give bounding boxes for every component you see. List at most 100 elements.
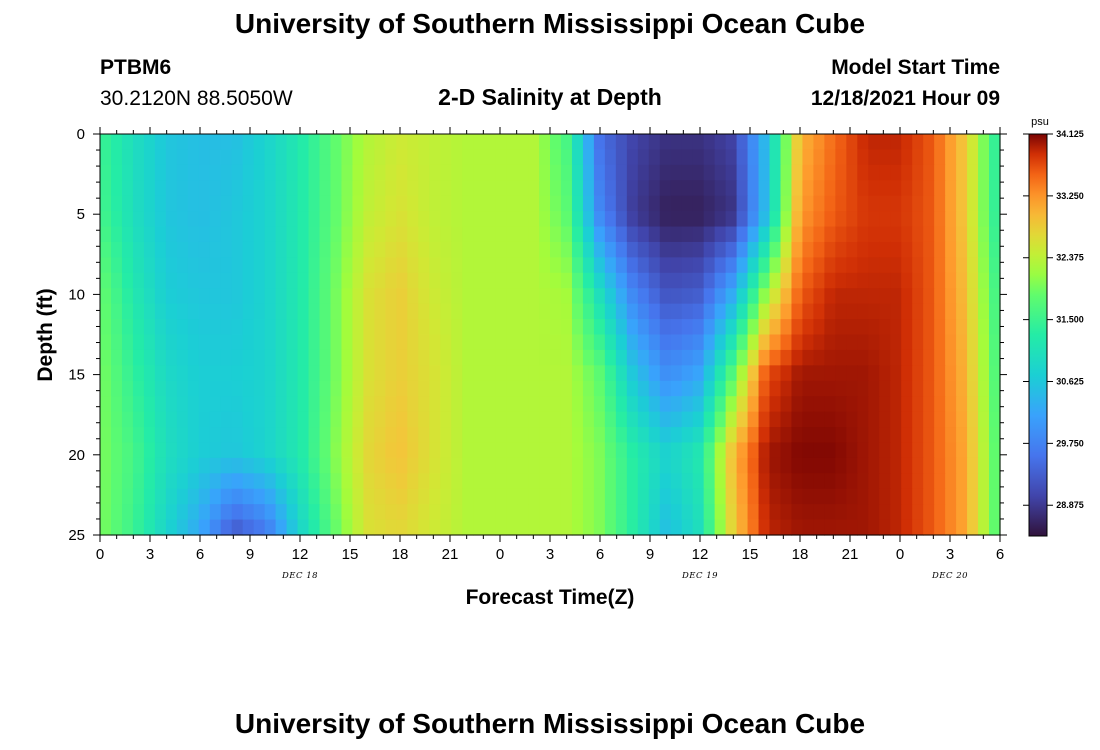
heatmap-cell — [473, 241, 485, 258]
heatmap-cell — [835, 442, 847, 459]
heatmap-cell — [132, 180, 145, 197]
heatmap-cell — [473, 457, 485, 474]
heatmap-cell — [934, 349, 946, 366]
heatmap-cell — [264, 211, 277, 228]
heatmap-cell — [440, 427, 452, 444]
heatmap-cell — [319, 473, 332, 490]
heatmap-cell — [429, 288, 441, 305]
heatmap-cell — [802, 288, 815, 305]
heatmap-cell — [187, 272, 200, 289]
heatmap-cell — [692, 149, 705, 166]
heatmap-cell — [187, 241, 200, 258]
heatmap-cell — [615, 519, 628, 536]
heatmap-cell — [571, 272, 584, 289]
heatmap-cell — [385, 349, 397, 366]
heatmap-cell — [615, 319, 628, 336]
heatmap-cell — [747, 164, 760, 181]
heatmap-cell — [758, 149, 771, 166]
heatmap-cell — [341, 226, 354, 243]
heatmap-cell — [396, 349, 408, 366]
heatmap-cell — [132, 380, 145, 397]
heatmap-cell — [615, 411, 628, 428]
heatmap-cell — [363, 473, 375, 490]
heatmap-cell — [440, 442, 452, 459]
heatmap-cell — [945, 488, 957, 505]
heatmap-cell — [462, 488, 474, 505]
heatmap-cell — [582, 334, 595, 351]
heatmap-cell — [934, 303, 946, 320]
heatmap-cell — [978, 319, 990, 336]
heatmap-cell — [462, 226, 474, 243]
heatmap-cell — [286, 442, 299, 459]
heatmap-cell — [363, 272, 375, 289]
heatmap-cell — [747, 504, 760, 521]
heatmap-cell — [429, 164, 441, 181]
heatmap-cell — [264, 380, 277, 397]
heatmap-cell — [484, 473, 496, 490]
heatmap-cell — [670, 164, 683, 181]
heatmap-cell — [604, 334, 617, 351]
heatmap-cell — [835, 334, 847, 351]
heatmap-cell — [242, 164, 255, 181]
heatmap-cell — [165, 134, 178, 151]
heatmap-cell — [846, 288, 858, 305]
heatmap-cell — [714, 180, 727, 197]
heatmap-cell — [714, 288, 727, 305]
heatmap-cell — [813, 149, 825, 166]
heatmap-cell — [967, 334, 979, 351]
heatmap-cell — [857, 380, 869, 397]
heatmap-cell — [539, 457, 551, 474]
heatmap-cell — [297, 334, 310, 351]
heatmap-cell — [176, 288, 189, 305]
heatmap-cell — [429, 334, 441, 351]
heatmap-cell — [341, 457, 354, 474]
heatmap-cell — [198, 180, 211, 197]
heatmap-cell — [571, 519, 584, 536]
heatmap-cell — [396, 457, 408, 474]
heatmap-cell — [967, 226, 979, 243]
heatmap-cell — [747, 442, 760, 459]
heatmap-cell — [473, 488, 485, 505]
heatmap-cell — [945, 334, 957, 351]
heatmap-cell — [264, 349, 277, 366]
heatmap-cell — [681, 442, 694, 459]
heatmap-cell — [890, 396, 902, 413]
heatmap-cell — [879, 241, 891, 258]
heatmap-cell — [187, 195, 200, 212]
heatmap-cell — [725, 411, 738, 428]
heatmap-cell — [659, 272, 672, 289]
heatmap-cell — [528, 411, 540, 428]
heatmap-cell — [582, 164, 595, 181]
heatmap-cell — [187, 411, 200, 428]
heatmap-cell — [198, 519, 211, 536]
heatmap-cell — [330, 504, 343, 521]
x-tick-label: 0 — [96, 546, 104, 563]
heatmap-cell — [890, 380, 902, 397]
heatmap-cell — [451, 149, 463, 166]
heatmap-cell — [473, 195, 485, 212]
heatmap-cell — [165, 380, 178, 397]
heatmap-cell — [429, 473, 441, 490]
heatmap-cell — [407, 195, 419, 212]
heatmap-cell — [517, 134, 529, 151]
heatmap-cell — [550, 473, 562, 490]
heatmap-cell — [506, 288, 518, 305]
heatmap-cell — [758, 519, 771, 536]
model-start-value: 12/18/2021 Hour 09 — [810, 87, 1000, 110]
heatmap-cell — [121, 442, 134, 459]
heatmap-cell — [571, 473, 584, 490]
heatmap-cell — [956, 241, 968, 258]
heatmap-cell — [121, 519, 134, 536]
heatmap-cell — [989, 519, 1001, 536]
heatmap-cell — [319, 211, 332, 228]
heatmap-cell — [198, 164, 211, 181]
heatmap-cell — [396, 365, 408, 382]
heatmap-cell — [462, 457, 474, 474]
heatmap-cell — [473, 396, 485, 413]
heatmap-cell — [264, 488, 277, 505]
heatmap-cell — [670, 257, 683, 274]
heatmap-cell — [495, 504, 507, 521]
heatmap-cell — [802, 303, 815, 320]
heatmap-cell — [385, 334, 397, 351]
heatmap-cell — [703, 334, 716, 351]
